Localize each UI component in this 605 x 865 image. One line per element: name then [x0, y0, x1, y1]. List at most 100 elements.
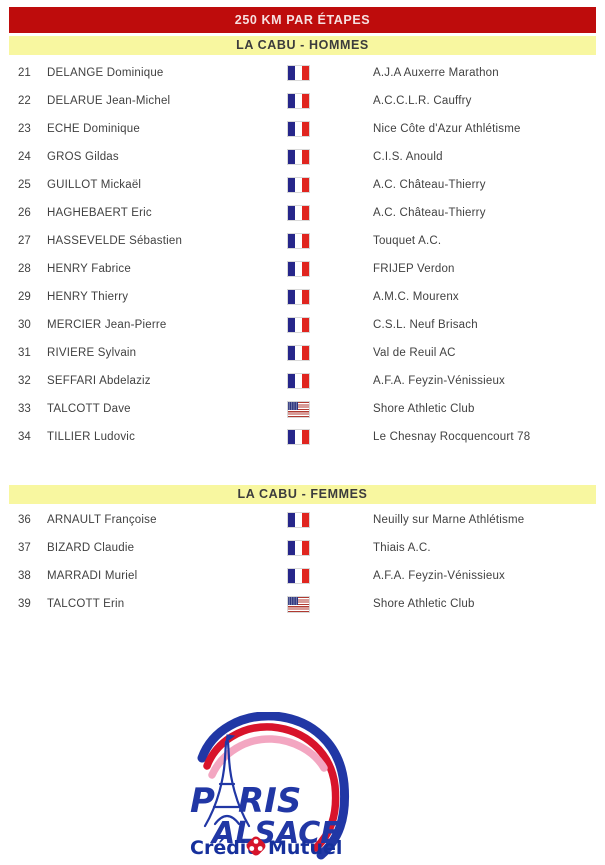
- club-name: Thiais A.C.: [373, 542, 431, 554]
- bib-number: 23: [18, 123, 31, 135]
- section-header-label: LA CABU - HOMMES: [236, 38, 369, 52]
- section-header-hommes: LA CABU - HOMMES: [9, 36, 596, 55]
- club-name: FRIJEP Verdon: [373, 263, 455, 275]
- club-name: Touquet A.C.: [373, 235, 442, 247]
- club-name: A.J.A Auxerre Marathon: [373, 67, 499, 79]
- athlete-row: 26 HAGHEBAERT Eric A.C. Château-Thierry: [0, 199, 605, 227]
- bib-number: 25: [18, 179, 31, 191]
- bib-number: 39: [18, 598, 31, 610]
- athlete-row: 32 SEFFARI Abdelaziz A.F.A. Feyzin-Vénis…: [0, 367, 605, 395]
- athlete-row: 33 TALCOTT Dave Shore Athletic Club: [0, 395, 605, 423]
- bib-number: 29: [18, 291, 31, 303]
- athlete-row: 25 GUILLOT Mickaël A.C. Château-Thierry: [0, 171, 605, 199]
- bib-number: 32: [18, 375, 31, 387]
- logo-word-paris-ris: RIS: [238, 781, 301, 821]
- credit-mutuel-emblem-icon: [246, 836, 266, 856]
- credit-mutuel-right: Mutuel: [268, 837, 342, 859]
- club-name: A.C. Château-Thierry: [373, 179, 486, 191]
- eiffel-tower-icon: [203, 734, 251, 828]
- club-name: C.I.S. Anould: [373, 151, 443, 163]
- athlete-row: 24 GROS Gildas C.I.S. Anould: [0, 143, 605, 171]
- athlete-name: ECHE Dominique: [47, 123, 140, 135]
- country-flag-icon: [287, 261, 310, 277]
- club-name: Shore Athletic Club: [373, 403, 475, 415]
- athlete-name: TILLIER Ludovic: [47, 431, 136, 443]
- club-name: A.F.A. Feyzin-Vénissieux: [373, 570, 505, 582]
- athlete-name: BIZARD Claudie: [47, 542, 135, 554]
- club-name: Le Chesnay Rocquencourt 78: [373, 431, 531, 443]
- athlete-row: 21 DELANGE Dominique A.J.A Auxerre Marat…: [0, 59, 605, 87]
- bib-number: 34: [18, 431, 31, 443]
- bib-number: 27: [18, 235, 31, 247]
- club-name: A.F.A. Feyzin-Vénissieux: [373, 375, 505, 387]
- country-flag-icon: [287, 93, 310, 109]
- country-flag-icon: [287, 595, 310, 613]
- club-name: A.M.C. Mourenx: [373, 291, 459, 303]
- club-name: Nice Côte d'Azur Athlétisme: [373, 123, 521, 135]
- race-title-banner: 250 KM PAR ÉTAPES: [9, 7, 596, 33]
- section-header-femmes: LA CABU - FEMMES: [9, 485, 596, 504]
- country-flag-icon: [287, 149, 310, 165]
- bib-number: 24: [18, 151, 31, 163]
- country-flag-icon: [287, 289, 310, 305]
- athlete-name: MARRADI Muriel: [47, 570, 138, 582]
- athlete-name: TALCOTT Dave: [47, 403, 131, 415]
- logo-swoosh-blue-arc: [197, 712, 350, 860]
- athlete-row: 31 RIVIERE Sylvain Val de Reuil AC: [0, 339, 605, 367]
- athlete-row: 36 ARNAULT Françoise Neuilly sur Marne A…: [0, 506, 605, 534]
- athlete-row: 22 DELARUE Jean-Michel A.C.C.L.R. Cauffr…: [0, 87, 605, 115]
- bib-number: 28: [18, 263, 31, 275]
- club-name: Neuilly sur Marne Athlétisme: [373, 514, 525, 526]
- athlete-row: 27 HASSEVELDE Sébastien Touquet A.C.: [0, 227, 605, 255]
- athlete-name: ARNAULT Françoise: [47, 514, 157, 526]
- athlete-name: GUILLOT Mickaël: [47, 179, 142, 191]
- race-title: 250 KM PAR ÉTAPES: [234, 13, 371, 27]
- athlete-list-femmes: 36 ARNAULT Françoise Neuilly sur Marne A…: [0, 506, 605, 618]
- athlete-row: 30 MERCIER Jean-Pierre C.S.L. Neuf Brisa…: [0, 311, 605, 339]
- club-name: A.C.C.L.R. Cauffry: [373, 95, 472, 107]
- country-flag-icon: [287, 205, 310, 221]
- country-flag-icon: [287, 121, 310, 137]
- credit-mutuel-left: Crédit: [190, 837, 255, 859]
- athlete-name: RIVIERE Sylvain: [47, 347, 137, 359]
- paris-alsace-logo: P RIS ALSACE Crédit: [188, 712, 358, 864]
- athlete-list-hommes: 21 DELANGE Dominique A.J.A Auxerre Marat…: [0, 59, 605, 451]
- country-flag-icon: [287, 540, 310, 556]
- club-name: Shore Athletic Club: [373, 598, 475, 610]
- athlete-row: 38 MARRADI Muriel A.F.A. Feyzin-Vénissie…: [0, 562, 605, 590]
- bib-number: 38: [18, 570, 31, 582]
- athlete-row: 39 TALCOTT Erin Shore Athletic Club: [0, 590, 605, 618]
- country-flag-icon: [287, 65, 310, 81]
- country-flag-icon: [287, 233, 310, 249]
- athlete-name: HENRY Fabrice: [47, 263, 131, 275]
- country-flag-icon: [287, 512, 310, 528]
- bib-number: 22: [18, 95, 31, 107]
- bib-number: 36: [18, 514, 31, 526]
- country-flag-icon: [287, 345, 310, 361]
- bib-number: 21: [18, 67, 31, 79]
- bib-number: 31: [18, 347, 31, 359]
- bib-number: 33: [18, 403, 31, 415]
- athlete-name: MERCIER Jean-Pierre: [47, 319, 167, 331]
- athlete-row: 23 ECHE Dominique Nice Côte d'Azur Athlé…: [0, 115, 605, 143]
- country-flag-icon: [287, 177, 310, 193]
- athlete-name: HAGHEBAERT Eric: [47, 207, 152, 219]
- logo-word-alsace: ALSACE: [210, 816, 341, 851]
- country-flag-icon: [287, 568, 310, 584]
- country-flag-icon: [287, 400, 310, 418]
- athlete-row: 28 HENRY Fabrice FRIJEP Verdon: [0, 255, 605, 283]
- athlete-name: SEFFARI Abdelaziz: [47, 375, 151, 387]
- athlete-name: HASSEVELDE Sébastien: [47, 235, 183, 247]
- athlete-row: 37 BIZARD Claudie Thiais A.C.: [0, 534, 605, 562]
- club-name: A.C. Château-Thierry: [373, 207, 486, 219]
- bib-number: 37: [18, 542, 31, 554]
- club-name: C.S.L. Neuf Brisach: [373, 319, 478, 331]
- bib-number: 26: [18, 207, 31, 219]
- athlete-row: 29 HENRY Thierry A.M.C. Mourenx: [0, 283, 605, 311]
- athlete-name: GROS Gildas: [47, 151, 119, 163]
- bib-number: 30: [18, 319, 31, 331]
- athlete-name: DELARUE Jean-Michel: [47, 95, 171, 107]
- country-flag-icon: [287, 317, 310, 333]
- athlete-name: DELANGE Dominique: [47, 67, 164, 79]
